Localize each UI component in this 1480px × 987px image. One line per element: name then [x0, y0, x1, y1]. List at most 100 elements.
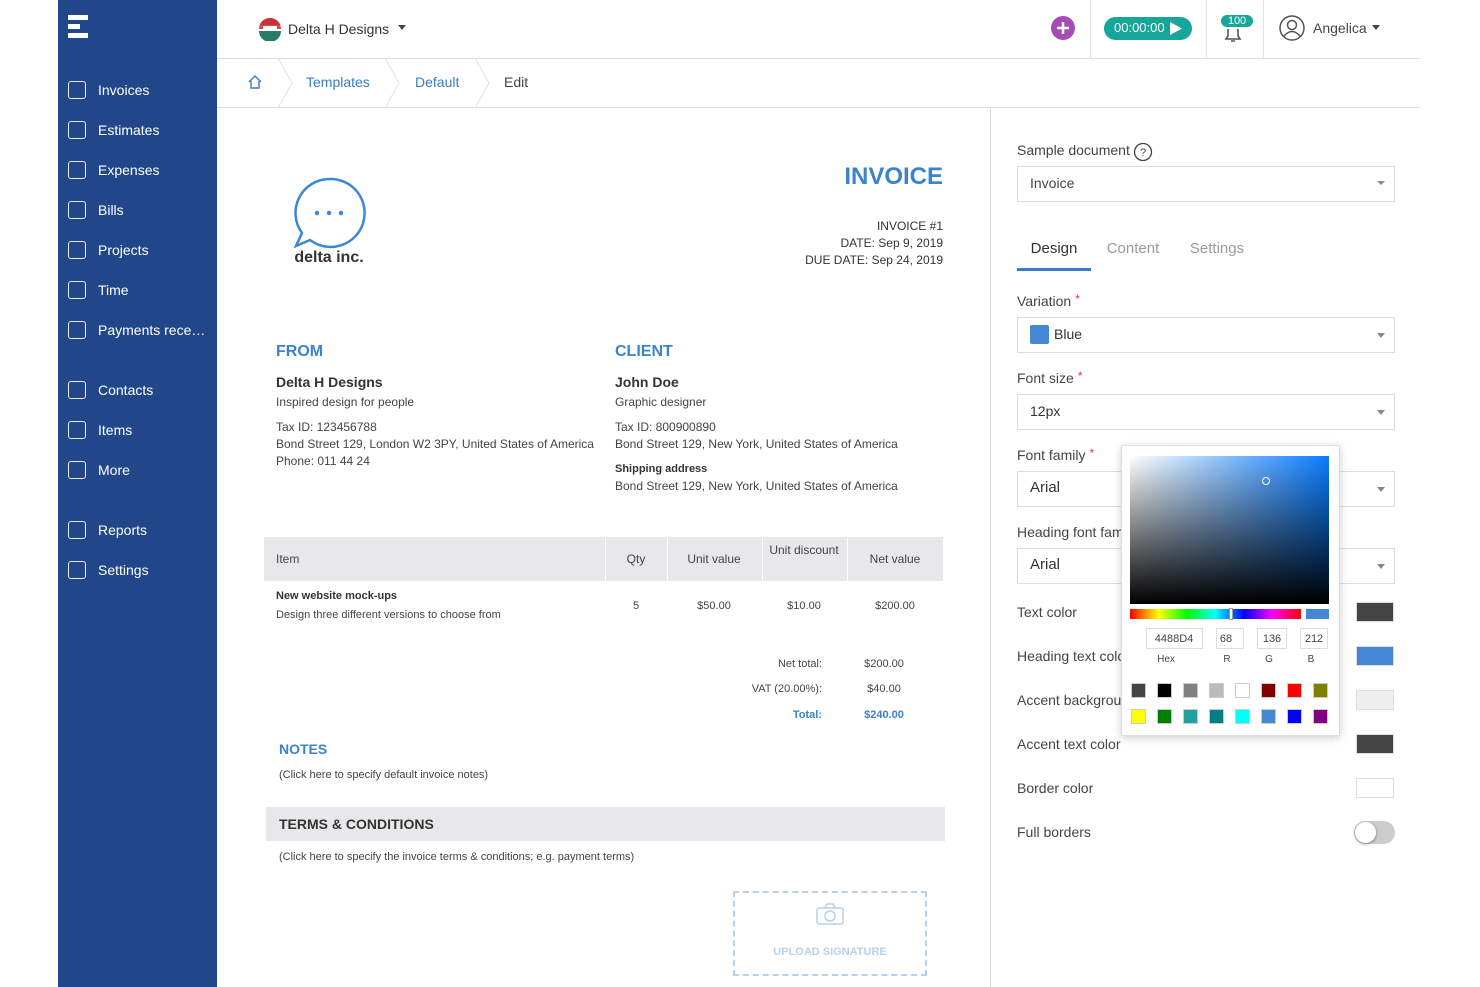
preset-swatch[interactable]	[1157, 683, 1172, 698]
client-tagline: Graphic designer	[615, 395, 707, 409]
preset-swatch[interactable]	[1157, 709, 1172, 724]
g-value: 136	[1262, 633, 1282, 645]
breadcrumb-border	[217, 107, 1420, 108]
tab[interactable]: Content	[1106, 240, 1160, 257]
hue-slider[interactable]	[1130, 609, 1301, 619]
field-label: Font size	[1017, 370, 1074, 386]
color-label: Accent text color	[1017, 736, 1121, 752]
color-swatch[interactable]	[1356, 646, 1394, 666]
preset-swatch[interactable]	[1183, 683, 1198, 698]
column-header: Unit discount	[769, 543, 839, 557]
hex-input[interactable]	[1146, 628, 1203, 649]
saturation-area[interactable]	[1130, 456, 1329, 604]
nav-item[interactable]: Payments rece…	[98, 322, 206, 338]
breadcrumb-chevrons	[277, 58, 490, 108]
preset-swatch[interactable]	[1209, 683, 1224, 698]
preset-swatch[interactable]	[1183, 709, 1198, 724]
invoice-number: INVOICE #1	[876, 219, 943, 233]
nav-item[interactable]: Contacts	[98, 382, 154, 398]
select-caret	[1377, 410, 1385, 415]
signature-box[interactable]	[733, 891, 927, 976]
client-heading: CLIENT	[615, 343, 673, 360]
notes-text[interactable]: (Click here to specify default invoice n…	[279, 769, 489, 781]
select-caret	[1377, 487, 1385, 492]
select-caret	[1377, 181, 1385, 185]
tab-underline	[1017, 268, 1091, 271]
add-button[interactable]	[1051, 16, 1075, 40]
tab[interactable]: Settings	[1189, 240, 1245, 257]
column-divider	[667, 537, 668, 581]
total-value: $240.00	[864, 709, 904, 721]
breadcrumb-home[interactable]	[247, 74, 263, 90]
user-caret[interactable]	[1372, 25, 1382, 31]
preset-swatch[interactable]	[1261, 683, 1276, 698]
nav-item[interactable]: Expenses	[98, 162, 160, 178]
total-label: Net total:	[777, 658, 822, 670]
color-swatch[interactable]	[1356, 690, 1394, 710]
select[interactable]	[1017, 317, 1395, 353]
nav-item[interactable]: Reports	[98, 522, 148, 538]
field-label: Variation	[1017, 293, 1072, 309]
total-label: Total:	[792, 709, 822, 721]
color-swatch[interactable]	[1356, 778, 1394, 798]
breadcrumb-item[interactable]: Default	[415, 74, 460, 90]
sample-select[interactable]	[1017, 166, 1395, 202]
select[interactable]	[1017, 394, 1395, 430]
company-caret[interactable]	[398, 25, 408, 31]
preset-swatch[interactable]	[1131, 683, 1146, 698]
notification-badge	[1219, 13, 1255, 29]
company-name[interactable]: Delta H Designs	[288, 21, 390, 37]
input-label: Hex	[1157, 654, 1175, 665]
color-swatch[interactable]	[1356, 602, 1394, 622]
nav-item[interactable]: More	[98, 462, 130, 478]
nav-item[interactable]: Projects	[98, 242, 149, 258]
preset-swatch[interactable]	[1209, 709, 1224, 724]
nav-item[interactable]: Invoices	[98, 82, 150, 98]
nav-item[interactable]: Bills	[98, 202, 124, 218]
current-color	[1306, 609, 1329, 619]
r-input[interactable]	[1216, 628, 1244, 649]
preset-swatch[interactable]	[1287, 683, 1302, 698]
from-address: Bond Street 129, London W2 3PY, United S…	[276, 437, 594, 451]
variation-swatch	[1030, 325, 1049, 344]
preset-swatch[interactable]	[1235, 683, 1250, 698]
sample-label: Sample document	[1017, 142, 1130, 158]
g-input[interactable]	[1257, 628, 1287, 649]
company-logo	[293, 177, 366, 249]
total-label: VAT (20.00%):	[751, 683, 822, 695]
nav-item[interactable]: Time	[98, 282, 129, 298]
row-cell: $10.00	[787, 600, 821, 612]
sample-value: Invoice	[1030, 175, 1075, 191]
preset-swatch[interactable]	[1287, 709, 1302, 724]
color-swatch[interactable]	[1356, 734, 1394, 754]
header-separator	[1206, 0, 1207, 58]
nav-item[interactable]: Settings	[98, 562, 149, 578]
tab[interactable]: Design	[1030, 240, 1078, 257]
breadcrumb-item[interactable]: Templates	[306, 74, 370, 90]
toggle-knob	[1355, 822, 1376, 843]
field-label: Font family	[1017, 447, 1086, 463]
from-phone: Phone: 011 44 24	[276, 454, 370, 468]
column-header: Net value	[869, 552, 921, 566]
preset-swatch[interactable]	[1261, 709, 1276, 724]
b-input[interactable]	[1300, 628, 1328, 649]
preset-swatch[interactable]	[1131, 709, 1146, 724]
user-avatar[interactable]	[1279, 15, 1305, 41]
user-name[interactable]: Angelica	[1313, 20, 1367, 36]
preset-swatch[interactable]	[1313, 709, 1328, 724]
nav-icon	[68, 281, 86, 299]
terms-text[interactable]: (Click here to specify the invoice terms…	[279, 851, 635, 863]
nav-item[interactable]: Estimates	[98, 122, 160, 138]
svg-text:?: ?	[1140, 147, 1146, 159]
nav-icon	[68, 381, 86, 399]
table-header-bg	[264, 537, 943, 581]
nav-item[interactable]: Items	[98, 422, 133, 438]
preset-swatch[interactable]	[1235, 709, 1250, 724]
help-icon[interactable]: ?	[1133, 142, 1153, 162]
color-label: Heading text color	[1017, 648, 1130, 664]
preset-swatch[interactable]	[1313, 683, 1328, 698]
field-label: Heading font family	[1017, 524, 1137, 540]
client-tax-id: Tax ID: 800900890	[615, 420, 716, 434]
select-value: Arial	[1030, 556, 1061, 573]
